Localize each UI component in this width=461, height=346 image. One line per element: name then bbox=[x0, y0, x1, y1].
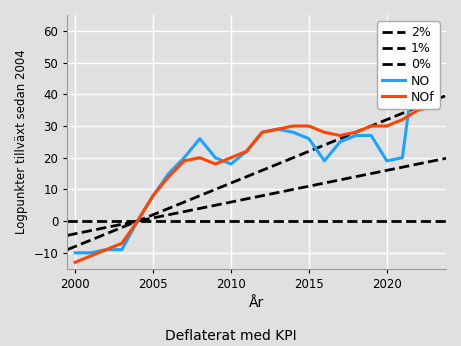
NOf bbox=[166, 175, 171, 179]
NO bbox=[150, 194, 156, 198]
NO bbox=[104, 247, 109, 252]
NOf bbox=[228, 156, 234, 160]
NOf bbox=[135, 219, 140, 223]
NO bbox=[290, 130, 296, 134]
NOf bbox=[213, 162, 218, 166]
NOf bbox=[400, 118, 405, 122]
Legend: 2%, 1%, 0%, NO, NOf: 2%, 1%, 0%, NO, NOf bbox=[377, 21, 440, 109]
NO bbox=[306, 137, 312, 141]
NOf bbox=[119, 241, 124, 245]
NOf bbox=[72, 260, 78, 264]
NO bbox=[400, 156, 405, 160]
Y-axis label: Logpunkter tillväxt sedan 2004: Logpunkter tillväxt sedan 2004 bbox=[15, 49, 28, 234]
NOf bbox=[322, 130, 327, 134]
NO bbox=[182, 156, 187, 160]
NO bbox=[119, 247, 124, 252]
NOf bbox=[353, 130, 358, 134]
NO bbox=[353, 134, 358, 138]
NO bbox=[228, 162, 234, 166]
NOf bbox=[384, 124, 390, 128]
NOf bbox=[104, 247, 109, 252]
NOf bbox=[306, 124, 312, 128]
NO bbox=[275, 127, 280, 131]
NO bbox=[213, 156, 218, 160]
Line: NOf: NOf bbox=[75, 107, 433, 262]
NO bbox=[384, 159, 390, 163]
NOf bbox=[275, 127, 280, 131]
NO bbox=[260, 130, 265, 134]
NOf bbox=[368, 124, 374, 128]
NOf bbox=[431, 105, 436, 109]
NOf bbox=[415, 108, 421, 112]
Text: Deflaterat med KPI: Deflaterat med KPI bbox=[165, 329, 296, 343]
Line: NO: NO bbox=[75, 40, 433, 253]
NOf bbox=[88, 254, 94, 258]
NOf bbox=[182, 159, 187, 163]
NO bbox=[368, 134, 374, 138]
NOf bbox=[337, 134, 343, 138]
NOf bbox=[244, 149, 249, 153]
NO bbox=[337, 140, 343, 144]
NO bbox=[244, 149, 249, 153]
NOf bbox=[290, 124, 296, 128]
NO bbox=[166, 172, 171, 176]
NO bbox=[88, 251, 94, 255]
NOf bbox=[260, 130, 265, 134]
NO bbox=[415, 38, 421, 43]
X-axis label: År: År bbox=[249, 296, 264, 310]
NO bbox=[322, 159, 327, 163]
NO bbox=[72, 251, 78, 255]
NO bbox=[197, 137, 202, 141]
NO bbox=[135, 219, 140, 223]
NO bbox=[431, 102, 436, 106]
NOf bbox=[150, 194, 156, 198]
NOf bbox=[197, 156, 202, 160]
